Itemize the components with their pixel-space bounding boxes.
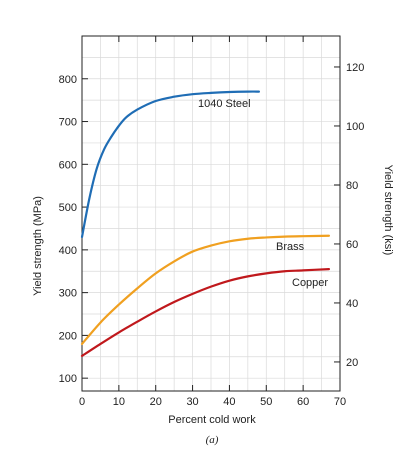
series-line-2 [80,268,331,358]
y-right-tick-label: 120 [346,62,364,74]
y-right-tick-label: 40 [346,298,358,310]
y-axis-right-title: Yield strength (ksi) [382,165,394,256]
x-tick-label: 40 [223,396,235,408]
y-left-tick-label: 200 [59,330,77,342]
y-left-tick-label: 400 [59,245,77,257]
plot-frame [81,35,341,392]
y-axis-left-title: Yield strength (MPa) [32,196,44,296]
x-tick-label: 50 [260,396,272,408]
y-right-tick-label: 100 [346,121,364,133]
y-left-tick-label: 100 [59,373,77,385]
x-tick-label: 70 [334,396,346,408]
x-axis-title: Percent cold work [168,414,256,426]
y-left-tick-label: 300 [59,288,77,300]
axis-ticks: 0 10 20 30 40 50 60 70 100 200 300 400 500 600 700 800 2… [59,36,364,408]
x-tick-label: 20 [150,396,162,408]
y-right-tick-label: 80 [346,180,358,192]
y-left-tick-label: 700 [59,117,77,129]
y-right-tick-label: 20 [346,357,358,369]
x-tick-label: 30 [186,396,198,408]
series-line-1 [80,234,331,346]
x-tick-label: 10 [113,396,125,408]
y-left-tick-label: 800 [59,74,77,86]
y-right-tick-label: 60 [346,239,358,251]
grid-lines [82,36,340,391]
y-left-tick-label: 600 [59,159,77,171]
x-tick-label: 0 [79,396,85,408]
x-tick-label: 60 [297,396,309,408]
series-label-brass: Brass [276,241,305,253]
series-lines [80,90,331,358]
series-label-copper: Copper [292,277,328,289]
series-line-0 [80,90,261,239]
y-left-tick-label: 500 [59,202,77,214]
series-label-steel: 1040 Steel [198,98,251,110]
figure-caption: (a) [206,434,219,446]
